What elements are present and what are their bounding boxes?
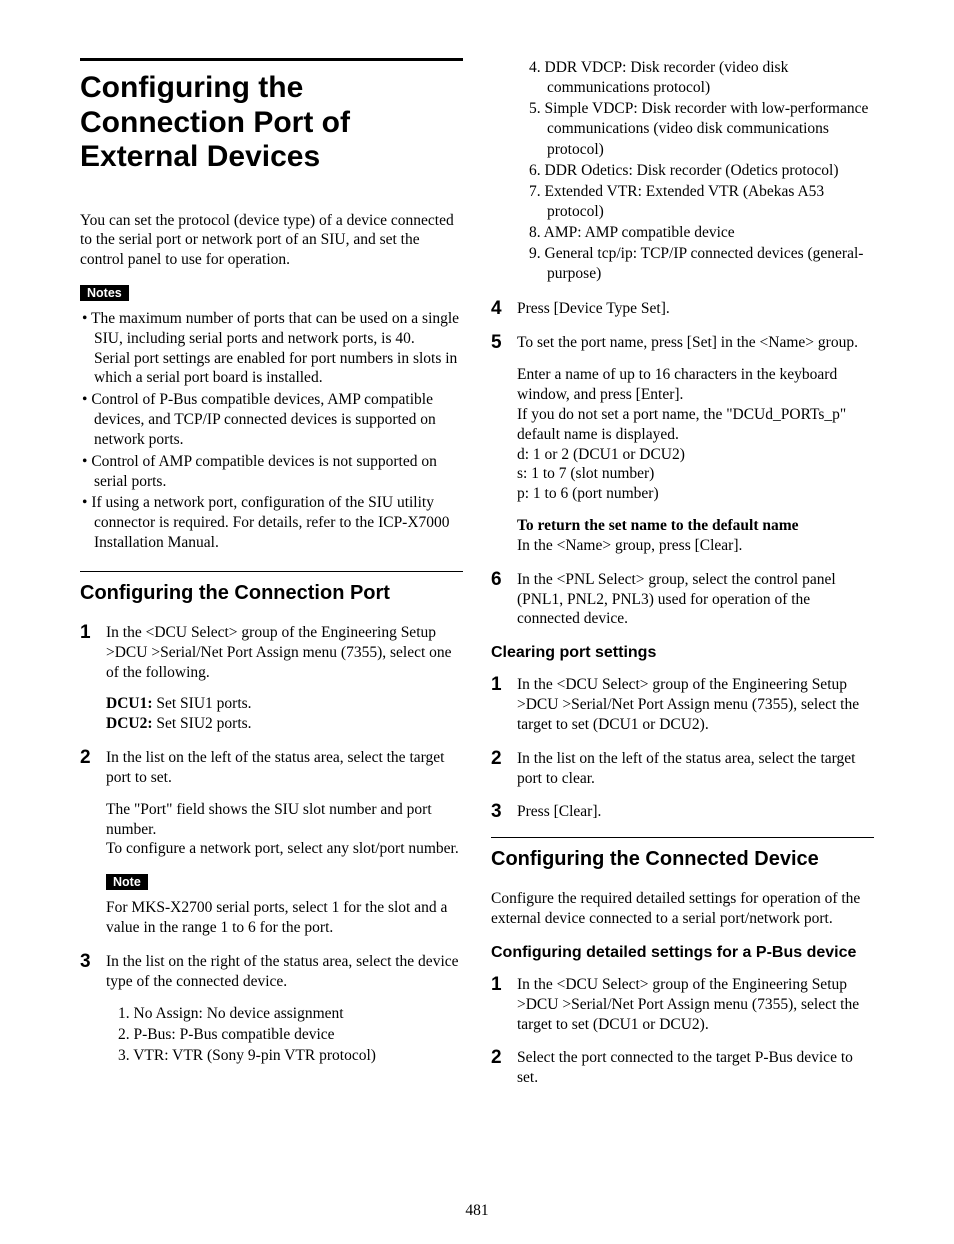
note-badge: Note [106,874,148,890]
step-4: 4 Press [Device Type Set]. [491,299,874,320]
step-number: 6 [491,570,517,629]
section2-intro: Configure the required detailed settings… [491,889,874,929]
step-number: 1 [80,623,106,734]
clearing-step-1: 1 In the <DCU Select> group of the Engin… [491,675,874,734]
step-number: 2 [491,1048,517,1088]
device-item: VTR: VTR (Sony 9-pin VTR protocol) [118,1046,463,1066]
page-number: 481 [0,1202,954,1220]
clearing-step-3: 3 Press [Clear]. [491,802,874,823]
note-item: The maximum number of ports that can be … [80,309,463,388]
step-number: 1 [491,975,517,1034]
section-heading: Configuring the Connection Port [80,582,463,605]
step-body: In the <DCU Select> group of the Enginee… [517,675,874,734]
right-column: DDR VDCP: Disk recorder (video disk comm… [491,58,874,1102]
pbus-step-2: 2 Select the port connected to the targe… [491,1048,874,1088]
step-body: In the list on the left of the status ar… [106,748,463,859]
step-body: In the <PNL Select> group, select the co… [517,570,874,629]
document-page: Configuring the Connection Port of Exter… [0,0,954,1142]
step-number: 4 [491,299,517,320]
step-number: 5 [491,333,517,555]
step-body: In the <DCU Select> group of the Enginee… [517,975,874,1034]
notes-list: The maximum number of ports that can be … [80,309,463,553]
step-number: 3 [491,802,517,823]
step-number: 1 [491,675,517,734]
left-column: Configuring the Connection Port of Exter… [80,58,463,1102]
device-item: P-Bus: P-Bus compatible device [118,1025,463,1045]
step-3: 3 In the list on the right of the status… [80,952,463,1067]
step-body: In the <DCU Select> group of the Enginee… [106,623,463,734]
step-body: Press [Clear]. [517,802,874,823]
step-2: 2 In the list on the left of the status … [80,748,463,859]
step-number: 3 [80,952,106,1067]
step-2-note: Note For MKS-X2700 serial ports, select … [106,873,463,938]
step-number: 2 [80,748,106,859]
device-item: General tcp/ip: TCP/IP connected devices… [529,244,874,284]
section-rule [80,571,463,572]
step-5: 5 To set the port name, press [Set] in t… [491,333,874,555]
page-title: Configuring the Connection Port of Exter… [80,71,463,175]
device-item: Extended VTR: Extended VTR (Abekas A53 p… [529,182,874,222]
step-body: Select the port connected to the target … [517,1048,874,1088]
device-item: AMP: AMP compatible device [529,223,874,243]
step-body: Press [Device Type Set]. [517,299,874,320]
device-item: DDR Odetics: Disk recorder (Odetics prot… [529,161,874,181]
device-item: Simple VDCP: Disk recorder with low-perf… [529,99,874,159]
device-item: No Assign: No device assignment [118,1004,463,1024]
section-rule [491,837,874,838]
title-rule [80,58,463,61]
step-body: In the list on the left of the status ar… [517,749,874,789]
pbus-step-1: 1 In the <DCU Select> group of the Engin… [491,975,874,1034]
note-item: Control of AMP compatible devices is not… [80,452,463,492]
step-1: 1 In the <DCU Select> group of the Engin… [80,623,463,734]
subsection-heading: Configuring detailed settings for a P-Bu… [491,943,874,963]
clearing-step-2: 2 In the list on the left of the status … [491,749,874,789]
device-list-left: No Assign: No device assignment P-Bus: P… [118,1004,463,1066]
step-body: In the list on the right of the status a… [106,952,463,1067]
subsection-heading: Clearing port settings [491,643,874,663]
device-item: DDR VDCP: Disk recorder (video disk comm… [529,58,874,98]
step-number: 2 [491,749,517,789]
step-body: To set the port name, press [Set] in the… [517,333,874,555]
intro-text: You can set the protocol (device type) o… [80,211,463,270]
note-item: Control of P-Bus compatible devices, AMP… [80,390,463,449]
note-item: If using a network port, configuration o… [80,493,463,552]
step-6: 6 In the <PNL Select> group, select the … [491,570,874,629]
device-list-right: DDR VDCP: Disk recorder (video disk comm… [529,58,874,285]
section-heading: Configuring the Connected Device [491,848,874,871]
notes-badge: Notes [80,285,129,301]
